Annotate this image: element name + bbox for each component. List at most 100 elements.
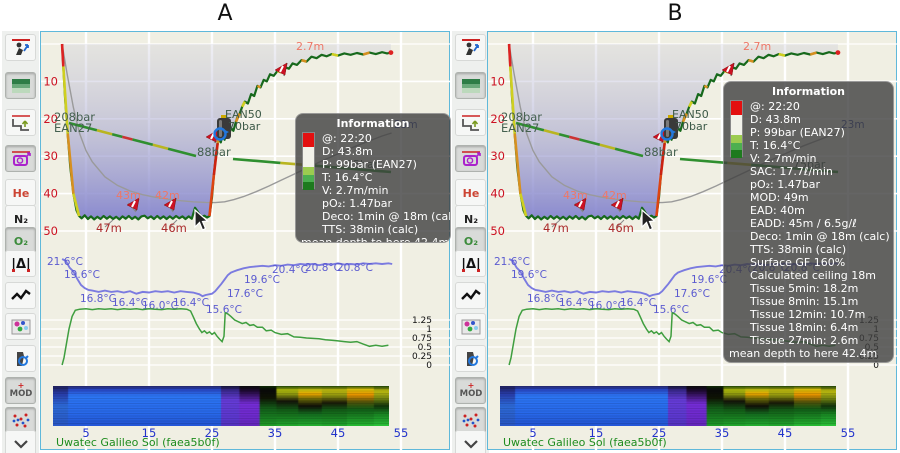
tissue-saturation-heatmap xyxy=(53,386,389,426)
depth-axis-label: 30 xyxy=(43,149,58,163)
temperature-label: 21.6°C xyxy=(494,256,530,268)
svg-text:|Δ|: |Δ| xyxy=(11,257,31,272)
tooltip-line: D: 43.8m xyxy=(750,113,801,126)
velocity-segment xyxy=(703,84,709,89)
ruler-icon[interactable]: |Δ| xyxy=(5,250,36,277)
shaded-profile-icon[interactable] xyxy=(5,72,36,99)
annotation-27m: 2.7m xyxy=(296,40,324,53)
photos-icon xyxy=(466,351,479,366)
tooltip-line: Deco: 1min @ 18m (calc) xyxy=(322,210,451,223)
gas-bubbles-icon[interactable] xyxy=(5,407,36,434)
n2-partial-pressure: N₂ xyxy=(463,213,477,226)
svg-text:He: He xyxy=(12,187,29,200)
depth-axis-label: 50 xyxy=(490,224,505,238)
depth-axis-label: 20 xyxy=(490,112,505,126)
time-axis-label: 35 xyxy=(715,426,730,440)
time-axis-label: 25 xyxy=(205,426,220,440)
dc-ceiling-icon[interactable] xyxy=(455,109,486,136)
temperature-label: 20.8°C xyxy=(337,262,373,274)
velocity-segment xyxy=(234,113,241,123)
temperature-label: 19.6°C xyxy=(691,274,727,286)
mod-icon[interactable]: + MOD xyxy=(455,377,486,404)
tooltip-mean-depth-line: mean depth to here 42.4m xyxy=(301,236,450,243)
po2-axis-label: 0 xyxy=(426,361,432,371)
dc-ceiling-icon xyxy=(11,114,30,131)
depth-profile-line xyxy=(61,43,392,221)
annotation-88bar: 88bar xyxy=(197,145,231,159)
sac-icon[interactable] xyxy=(5,282,36,309)
velocity-segment xyxy=(655,174,663,217)
velocity-segment xyxy=(659,142,666,176)
tooltip-line: Tissue 27min: 2.6m xyxy=(750,334,859,347)
o2-partial-pressure-toggle[interactable]: O₂ xyxy=(5,227,36,254)
calc-ceiling-icon[interactable] xyxy=(5,145,36,172)
temperature-line xyxy=(61,258,393,298)
time-axis-label: 35 xyxy=(268,426,283,440)
mod-icon[interactable]: + MOD xyxy=(5,377,36,404)
label-leader xyxy=(169,219,178,228)
velocity-segment xyxy=(72,193,81,217)
photos-icon[interactable] xyxy=(5,345,36,372)
velocity-segment xyxy=(519,193,528,217)
collapse-toolbar-icon[interactable] xyxy=(455,430,486,453)
tooltip-line: TTS: 38min (calc) xyxy=(322,223,419,236)
depth-axis-label: 40 xyxy=(43,187,58,201)
velocity-segment xyxy=(60,43,65,67)
mouse-cursor xyxy=(641,208,656,231)
tooltip-line: TTS: 38min (calc) xyxy=(750,243,847,256)
diver-ascent-rate-icon[interactable] xyxy=(5,34,36,61)
svg-text:MOD: MOD xyxy=(459,389,482,399)
ruler-icon[interactable]: |Δ| xyxy=(455,250,486,277)
label-leader xyxy=(616,219,625,228)
dive-profile-chart-a[interactable]: 21.6°C 19.6°C 16.8°C 16.4°C 16.0°C 16.4°C 15.6… xyxy=(40,31,451,451)
mod-icon: + MOD xyxy=(459,381,482,399)
dc-ceiling-icon[interactable] xyxy=(5,109,36,136)
time-axis-label: 25 xyxy=(652,426,667,440)
calc-ceiling-icon[interactable] xyxy=(455,145,486,172)
svg-text:|Δ|: |Δ| xyxy=(461,257,481,272)
temperature-label: 16.4°C xyxy=(112,297,148,309)
photos-icon[interactable] xyxy=(455,345,486,372)
shaded-profile-icon[interactable] xyxy=(455,72,486,99)
tooltip-line: V: 2.7m/min xyxy=(322,184,389,197)
temperature-label: 17.6°C xyxy=(674,288,710,300)
ruler-icon: |Δ| xyxy=(11,257,31,272)
velocity-segment xyxy=(362,51,370,56)
o2-partial-pressure-toggle[interactable]: O₂ xyxy=(455,227,486,254)
annotation-208bar: 208bar xyxy=(501,110,542,124)
tissue-heatmap-icon[interactable] xyxy=(455,313,486,340)
annotation-EAN50: EAN50 xyxy=(225,108,262,121)
diver-ascent-rate-icon[interactable] xyxy=(455,34,486,61)
he-partial-pressure-toggle[interactable]: He xyxy=(455,179,486,206)
tank-pressure-bar-icon xyxy=(730,100,743,158)
tissue-saturation-heatmap xyxy=(500,386,836,426)
tooltip-title: Information xyxy=(336,117,410,130)
velocity-segment xyxy=(509,66,517,134)
temperature-label: 16.4°C xyxy=(620,297,656,309)
annotation-27m: 2.7m xyxy=(743,40,771,53)
time-axis-label: 5 xyxy=(82,426,89,440)
depth-axis-label: 10 xyxy=(43,74,58,88)
collapse-toolbar-icon[interactable] xyxy=(5,430,36,453)
tooltip-mean-depth-line: mean depth to here 42.4m xyxy=(729,347,878,360)
tooltip-line: @: 22:20 xyxy=(322,132,372,145)
tank-pressure-line-1 xyxy=(515,121,644,158)
velocity-segment xyxy=(809,51,817,56)
depth-axis-label: 30 xyxy=(490,149,505,163)
diver-ascent-rate-icon xyxy=(11,38,30,55)
po2-axis-label: 1 xyxy=(426,325,432,335)
svg-text:O₂: O₂ xyxy=(463,235,477,248)
he-partial-pressure-toggle[interactable]: He xyxy=(5,179,36,206)
tissue-heatmap-icon xyxy=(11,319,30,334)
gas-switch-tank-icon xyxy=(213,115,231,141)
tissue-heatmap-icon[interactable] xyxy=(5,313,36,340)
svg-text:MOD: MOD xyxy=(9,389,32,399)
velocity-segment xyxy=(301,58,307,63)
sac-icon[interactable] xyxy=(455,282,486,309)
velocity-segment xyxy=(256,84,262,89)
velocity-segment xyxy=(513,133,522,194)
ruler-icon: |Δ| xyxy=(461,257,481,272)
dive-profile-chart-b[interactable]: 21.6°C 19.6°C 16.8°C 16.4°C 16.0°C 16.4°C 15.6… xyxy=(487,31,897,451)
velocity-segment xyxy=(331,52,339,57)
annotation-42m: 42m xyxy=(155,189,180,202)
